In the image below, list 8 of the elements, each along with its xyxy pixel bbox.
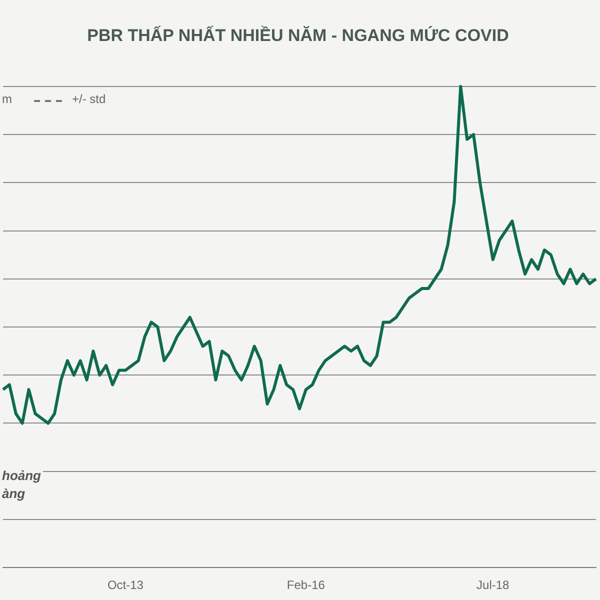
annotation: +/- std bbox=[70, 92, 108, 106]
chart-title: PBR THẤP NHẤT NHIỀU NĂM - NGANG MỨC COVID bbox=[87, 24, 509, 45]
x-tick-label: Jul-18 bbox=[476, 578, 510, 592]
x-tick-label: Feb-16 bbox=[286, 578, 326, 592]
annotation: hoảng bbox=[0, 468, 43, 483]
annotation: m bbox=[0, 92, 14, 106]
annotation: àng bbox=[0, 486, 28, 501]
x-tick-label: Oct-13 bbox=[107, 578, 144, 592]
